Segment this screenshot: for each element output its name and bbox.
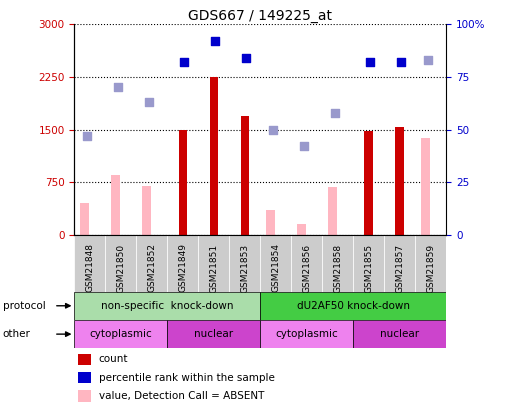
Text: dU2AF50 knock-down: dU2AF50 knock-down: [297, 301, 410, 311]
Bar: [260, 235, 291, 292]
Bar: [241, 115, 249, 235]
Text: GSM21857: GSM21857: [396, 243, 404, 292]
Point: [211, 38, 219, 45]
Bar: [78, 390, 91, 402]
Bar: [364, 131, 373, 235]
Text: protocol: protocol: [3, 301, 45, 311]
Bar: [353, 235, 384, 292]
Bar: [416, 235, 446, 292]
Bar: [298, 224, 306, 235]
Point: [300, 143, 308, 150]
Text: GSM21858: GSM21858: [333, 243, 342, 292]
Text: GSM21853: GSM21853: [241, 243, 249, 292]
Text: GSM21856: GSM21856: [302, 243, 311, 292]
Bar: [74, 292, 260, 320]
Text: GSM21859: GSM21859: [426, 243, 436, 292]
Point: [145, 99, 153, 105]
Bar: [74, 235, 105, 292]
Point: [114, 84, 123, 91]
Bar: [260, 320, 353, 348]
Text: GSM21849: GSM21849: [179, 243, 187, 292]
Text: GSM21851: GSM21851: [209, 243, 219, 292]
Text: GSM21850: GSM21850: [116, 243, 125, 292]
Text: count: count: [98, 354, 128, 364]
Title: GDS667 / 149225_at: GDS667 / 149225_at: [188, 9, 332, 23]
Bar: [179, 130, 187, 235]
Bar: [322, 235, 353, 292]
Text: GSM21854: GSM21854: [271, 243, 280, 292]
Point: [180, 59, 188, 66]
Text: value, Detection Call = ABSENT: value, Detection Call = ABSENT: [98, 391, 264, 401]
Point: [269, 126, 278, 133]
Point: [397, 59, 405, 66]
Bar: [209, 77, 218, 235]
Text: cytoplasmic: cytoplasmic: [275, 329, 338, 339]
Bar: [266, 210, 275, 235]
Bar: [81, 203, 89, 235]
Bar: [384, 235, 416, 292]
Point: [424, 57, 432, 63]
Bar: [105, 235, 136, 292]
Bar: [78, 354, 91, 365]
Point: [242, 55, 250, 61]
Bar: [421, 138, 430, 235]
Bar: [353, 320, 446, 348]
Text: nuclear: nuclear: [380, 329, 420, 339]
Text: GSM21855: GSM21855: [364, 243, 373, 292]
Bar: [111, 175, 120, 235]
Text: non-specific  knock-down: non-specific knock-down: [101, 301, 233, 311]
Bar: [291, 235, 322, 292]
Bar: [260, 292, 446, 320]
Bar: [199, 235, 229, 292]
Bar: [229, 235, 260, 292]
Text: cytoplasmic: cytoplasmic: [89, 329, 152, 339]
Point: [366, 59, 374, 66]
Bar: [328, 187, 337, 235]
Text: percentile rank within the sample: percentile rank within the sample: [98, 373, 274, 383]
Text: nuclear: nuclear: [194, 329, 233, 339]
Text: GSM21848: GSM21848: [85, 243, 94, 292]
Bar: [136, 235, 167, 292]
Bar: [167, 235, 199, 292]
Bar: [78, 372, 91, 384]
Text: GSM21852: GSM21852: [147, 243, 156, 292]
Bar: [167, 320, 260, 348]
Point: [83, 133, 91, 139]
Text: other: other: [3, 329, 30, 339]
Bar: [396, 128, 404, 235]
Bar: [142, 186, 151, 235]
Bar: [74, 320, 167, 348]
Point: [331, 109, 339, 116]
